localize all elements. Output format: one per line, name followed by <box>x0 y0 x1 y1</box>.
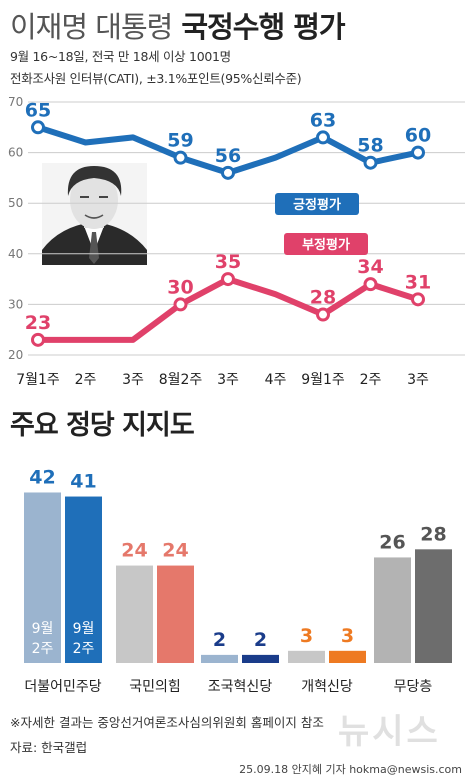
data-label: 28 <box>310 287 336 309</box>
credit-line: 25.09.18 안지혜 기자 hokma@newsis.com <box>239 763 462 776</box>
data-point <box>221 272 235 287</box>
title-part2: 국정수행 평가 <box>181 10 345 44</box>
bar-0-1 <box>65 496 102 663</box>
bar-category-label: 무당층 <box>394 679 433 695</box>
data-label: 65 <box>25 99 51 121</box>
bar-4-1 <box>415 549 452 663</box>
x-tick-label: 3주 <box>407 372 429 388</box>
bar-inner-label: 9월 <box>32 621 54 637</box>
bar-1-1 <box>157 565 194 663</box>
legend-tag-0 <box>275 193 359 215</box>
y-tick-label: 40 <box>8 247 23 261</box>
bar-4-0 <box>374 557 411 663</box>
data-label: 56 <box>215 145 241 167</box>
x-tick-label: 4주 <box>265 372 287 388</box>
x-tick-label: 3주 <box>217 372 239 388</box>
bar-category-label: 국민의힘 <box>129 679 181 695</box>
data-point <box>173 150 188 165</box>
series-line-1 <box>35 276 421 343</box>
data-label: 35 <box>215 251 241 273</box>
bar-value-label: 2 <box>213 629 226 651</box>
approval-line-chart: 20 30 40 50 60 70 7월1주 2주 3주 8월2주 3주 4주 9월1주 2주 3주 65 5… <box>8 95 465 695</box>
data-point <box>363 155 378 170</box>
data-label: 60 <box>405 125 431 147</box>
bar-inner-label: 2주 <box>73 641 95 657</box>
footnote-source: 자료: 한국갤럽 <box>10 740 88 755</box>
x-tick-label: 2주 <box>360 372 382 388</box>
data-point <box>31 332 45 347</box>
subtitle-line2: 전화조사원 인터뷰(CATI), ±3.1%포인트(95%신뢰수준) <box>10 71 302 86</box>
data-point <box>363 277 378 292</box>
bar-value-label: 3 <box>341 625 354 647</box>
bar-category-label: 개혁신당 <box>301 679 353 695</box>
bar-value-label: 3 <box>300 625 313 647</box>
x-tick-label: 2주 <box>75 372 97 388</box>
bar-3-1 <box>329 650 366 663</box>
y-tick-label: 30 <box>8 297 23 311</box>
bar-1-0 <box>116 565 153 663</box>
president-photo <box>42 163 147 265</box>
bar-category-label: 더불어민주당 <box>24 679 101 695</box>
data-point <box>221 165 235 180</box>
data-label: 23 <box>25 312 51 334</box>
data-label: 63 <box>310 109 336 131</box>
bar-inner-label: 9월 <box>73 621 95 637</box>
data-label: 34 <box>357 256 383 278</box>
y-tick-label: 60 <box>8 146 23 160</box>
data-label: 30 <box>167 276 193 298</box>
bar-2-1 <box>242 654 279 663</box>
bar-value-label: 2 <box>254 629 267 651</box>
legend-tag-1 <box>284 233 368 255</box>
bar-inner-label: 2주 <box>32 641 54 657</box>
page-title: 이재명 대통령 국정수행 평가 <box>10 4 346 46</box>
title-part1: 이재명 대통령 <box>10 10 173 44</box>
data-label: 31 <box>405 271 431 293</box>
y-tick-label: 70 <box>8 95 23 109</box>
data-point <box>411 292 425 307</box>
party-support-title: 주요 정당 지지도 <box>10 410 195 441</box>
subtitle-line1: 9월 16~18일, 전국 만 18세 이상 1001명 <box>10 49 231 64</box>
data-point <box>173 297 188 312</box>
x-tick-label: 7월1주 <box>16 372 60 388</box>
bar-value-label: 26 <box>379 531 405 553</box>
data-point <box>316 130 330 145</box>
bar-value-label: 41 <box>70 471 96 493</box>
bar-2-0 <box>201 654 238 663</box>
x-tick-label: 3주 <box>122 372 144 388</box>
x-tick-label: 8월2주 <box>159 372 203 388</box>
bar-0-0 <box>24 492 61 663</box>
newsis-watermark-logo: 뉴시스 <box>338 712 441 752</box>
legend-label: 부정평가 <box>302 237 350 253</box>
data-label: 58 <box>357 135 383 157</box>
bar-value-label: 24 <box>121 540 147 562</box>
bar-value-label: 28 <box>420 523 446 545</box>
data-label: 59 <box>167 130 193 152</box>
x-tick-label: 9월1주 <box>301 372 345 388</box>
data-point <box>31 120 45 135</box>
footnote-line1: ※자세한 결과는 중앙선거여론조사심의위원회 홈페이지 참조 <box>10 715 324 730</box>
legend-label: 긍정평가 <box>293 197 341 213</box>
y-tick-label: 20 <box>8 348 23 362</box>
data-point <box>411 145 425 160</box>
bar-value-label: 24 <box>162 540 188 562</box>
bar-category-label: 조국혁신당 <box>208 679 273 695</box>
data-point <box>316 307 330 322</box>
bar-value-label: 42 <box>29 466 55 488</box>
bar-3-0 <box>288 650 325 663</box>
y-tick-label: 50 <box>8 196 23 210</box>
